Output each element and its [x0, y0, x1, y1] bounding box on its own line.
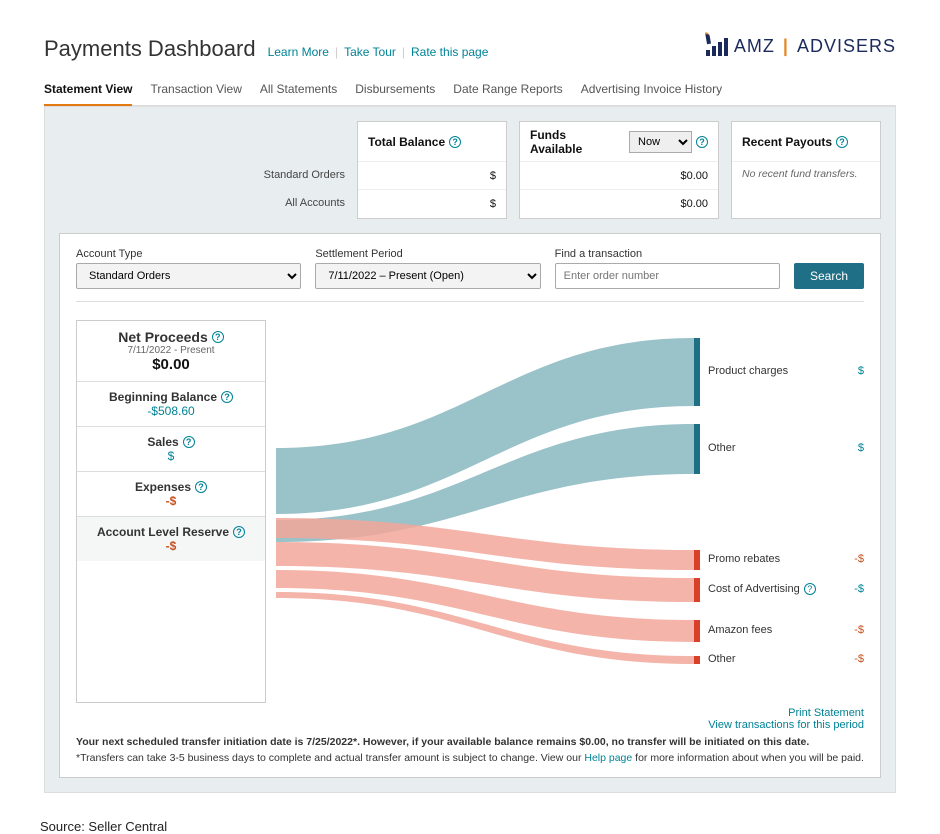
sankey-chart: Product charges $ Other $ Promo rebates -$ Cos…: [276, 320, 864, 703]
tab-disbursements[interactable]: Disbursements: [355, 76, 435, 105]
header-link[interactable]: Take Tour: [344, 45, 396, 59]
info-icon[interactable]: ?: [212, 331, 224, 343]
info-icon[interactable]: ?: [696, 136, 708, 148]
sankey-amount: -$: [854, 583, 864, 595]
title-links: Learn More|Take Tour|Rate this page: [268, 45, 489, 59]
tab-all-statements[interactable]: All Statements: [260, 76, 337, 105]
source-caption: Source: Seller Central: [0, 805, 940, 834]
tab-date-range-reports[interactable]: Date Range Reports: [453, 76, 562, 105]
info-icon[interactable]: ?: [804, 583, 816, 595]
tab-transaction-view[interactable]: Transaction View: [150, 76, 241, 105]
settlement-period-filter: Settlement Period 7/11/2022 – Present (O…: [315, 248, 540, 289]
np-section: Beginning Balance?-$508.60: [77, 382, 265, 427]
sankey-category: Product charges: [708, 365, 788, 377]
view-transactions-link[interactable]: View transactions for this period: [76, 719, 864, 731]
info-icon[interactable]: ?: [221, 391, 233, 403]
sankey-amount: -$: [854, 624, 864, 636]
funds-now-select[interactable]: Now: [629, 131, 692, 153]
sankey-amount: $: [858, 442, 864, 454]
header-link[interactable]: Rate this page: [411, 45, 488, 59]
header-link[interactable]: Learn More: [268, 45, 329, 59]
info-icon[interactable]: ?: [233, 526, 245, 538]
tab-advertising-invoice-history[interactable]: Advertising Invoice History: [581, 76, 722, 105]
page-title: Payments Dashboard: [44, 36, 256, 62]
sankey-category: Cost of Advertising?: [708, 583, 816, 595]
account-type-filter: Account Type Standard Orders: [76, 248, 301, 289]
recent-payouts-card: Recent Payouts? No recent fund transfers…: [731, 121, 881, 219]
account-type-select[interactable]: Standard Orders: [76, 263, 301, 289]
info-icon[interactable]: ?: [195, 481, 207, 493]
sankey-category: Other: [708, 653, 736, 665]
sankey-category: Promo rebates: [708, 553, 780, 565]
sankey-category: Amazon fees: [708, 624, 772, 636]
sankey-amount: -$: [854, 553, 864, 565]
footer-links: Print Statement View transactions for th…: [76, 707, 864, 731]
print-statement-link[interactable]: Print Statement: [76, 707, 864, 719]
find-transaction-filter: Find a transaction: [555, 248, 780, 289]
net-proceeds-box: Net Proceeds? 7/11/2022 - Present $0.00 …: [76, 320, 266, 703]
sankey-amount: $: [858, 365, 864, 377]
funds-available-card: Funds Available Now ? $0.00 $0.00: [519, 121, 719, 219]
settlement-period-select[interactable]: 7/11/2022 – Present (Open): [315, 263, 540, 289]
info-icon[interactable]: ?: [183, 436, 195, 448]
tab-statement-view[interactable]: Statement View: [44, 76, 132, 106]
tabs: Statement View Transaction View All Statem…: [44, 76, 896, 106]
footnote: Your next scheduled transfer initiation …: [76, 735, 864, 767]
help-page-link[interactable]: Help page: [584, 752, 632, 764]
np-section: Account Level Reserve?-$: [77, 517, 265, 561]
info-icon[interactable]: ?: [449, 136, 461, 148]
search-button[interactable]: Search: [794, 263, 864, 289]
sankey-amount: -$: [854, 653, 864, 665]
np-section: Expenses?-$: [77, 472, 265, 517]
sankey-category: Other: [708, 442, 736, 454]
total-balance-card: Total Balance? $ $: [357, 121, 507, 219]
info-icon[interactable]: ?: [836, 136, 848, 148]
row-labels: Standard Orders All Accounts: [264, 121, 345, 219]
amz-advisers-logo: AMZ|ADVISERS: [706, 36, 896, 57]
np-section: Sales?$: [77, 427, 265, 472]
find-transaction-input[interactable]: [555, 263, 780, 289]
